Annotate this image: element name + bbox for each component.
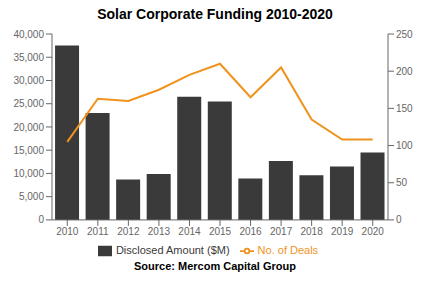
svg-text:250: 250 — [396, 29, 413, 40]
svg-text:100: 100 — [396, 140, 413, 151]
svg-text:150: 150 — [396, 103, 413, 114]
svg-text:2010: 2010 — [56, 226, 79, 237]
svg-text:50: 50 — [396, 177, 408, 188]
html-text:Solar Corporate Funding 2010-2: Solar Corporate Funding 2010-2020 — [97, 6, 333, 22]
svg-text:15,000: 15,000 — [13, 145, 44, 156]
svg-text:25,000: 25,000 — [13, 98, 44, 109]
svg-text:2014: 2014 — [178, 226, 201, 237]
svg-text:10,000: 10,000 — [13, 168, 44, 179]
svg-text:0: 0 — [396, 214, 402, 225]
svg-text:0: 0 — [38, 214, 44, 225]
svg-text:20,000: 20,000 — [13, 122, 44, 133]
html-text:Source: Mercom Capital Group: Source: Mercom Capital Group — [134, 260, 296, 272]
svg-text:2016: 2016 — [239, 226, 262, 237]
svg-text:2017: 2017 — [270, 226, 293, 237]
svg-text:2012: 2012 — [117, 226, 140, 237]
svg-text:2013: 2013 — [148, 226, 171, 237]
svg-text:200: 200 — [396, 66, 413, 77]
svg-text:2020: 2020 — [362, 226, 385, 237]
html-text:No. of Deals: No. of Deals — [257, 243, 319, 256]
svg-text:5,000: 5,000 — [19, 191, 44, 202]
svg-text:2018: 2018 — [301, 226, 324, 237]
svg-text:35,000: 35,000 — [13, 52, 44, 63]
svg-text:40,000: 40,000 — [13, 29, 44, 40]
svg-text:2011: 2011 — [87, 226, 109, 237]
html-text:Disclosed Amount ($M): Disclosed Amount ($M) — [115, 243, 230, 256]
svg-text:2019: 2019 — [331, 226, 354, 237]
svg-text:30,000: 30,000 — [13, 75, 44, 86]
svg-text:2015: 2015 — [209, 226, 232, 237]
